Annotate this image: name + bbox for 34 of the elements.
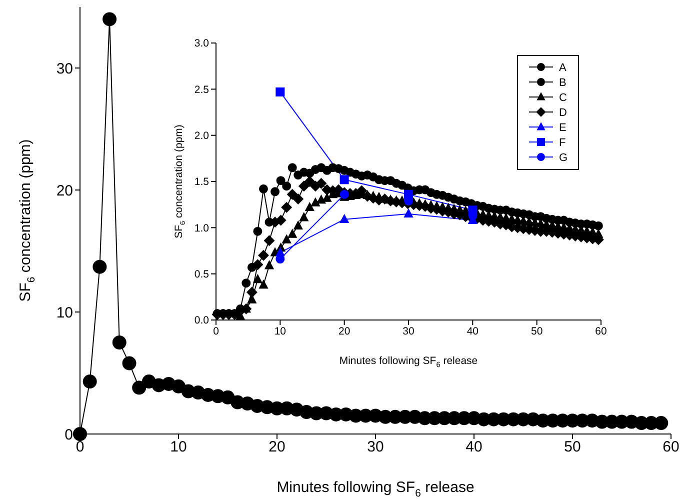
y-tick-label: 0.0: [194, 314, 210, 327]
x-axis-title: Minutes following SF$_{6}$ release: [276, 479, 474, 500]
legend-label: E: [559, 122, 566, 134]
x-tick-label: 20: [268, 438, 286, 456]
y-tick-label: 30: [56, 60, 73, 78]
legend-label: C: [559, 92, 567, 104]
x-tick-label: 40: [466, 438, 482, 456]
y-tick-label: 1.5: [194, 176, 210, 188]
y-tick-label: 2.5: [194, 84, 210, 96]
x-tick-label: 60: [595, 325, 607, 338]
x-tick-label: 0: [213, 325, 220, 338]
legend-label: F: [559, 137, 566, 149]
x-tick-label: 50: [564, 438, 581, 456]
legend-label: A: [559, 62, 567, 74]
y-tick-label: 20: [56, 182, 73, 200]
y-tick-label: 0: [64, 426, 73, 444]
legend-label: D: [559, 107, 567, 119]
y-tick-label: 3.0: [194, 38, 210, 50]
x-tick-label: 50: [530, 325, 543, 338]
x-tick-label: 30: [402, 325, 414, 338]
x-axis-title: Minutes following SF$_{6}$ release: [339, 355, 478, 370]
x-tick-label: 20: [338, 325, 350, 338]
y-tick-label: 1.0: [194, 222, 210, 234]
x-tick-label: 10: [274, 325, 286, 338]
legend-label: G: [559, 152, 568, 164]
x-tick-label: 0: [76, 438, 84, 456]
legend-label: B: [559, 77, 566, 89]
y-tick-label: 2.0: [194, 130, 210, 142]
y-tick-label: 10: [56, 304, 73, 322]
x-tick-label: 10: [170, 438, 187, 456]
x-tick-label: 60: [662, 438, 680, 456]
x-tick-label: 30: [367, 438, 384, 456]
x-tick-label: 40: [466, 325, 479, 338]
y-tick-label: 0.5: [194, 268, 210, 281]
